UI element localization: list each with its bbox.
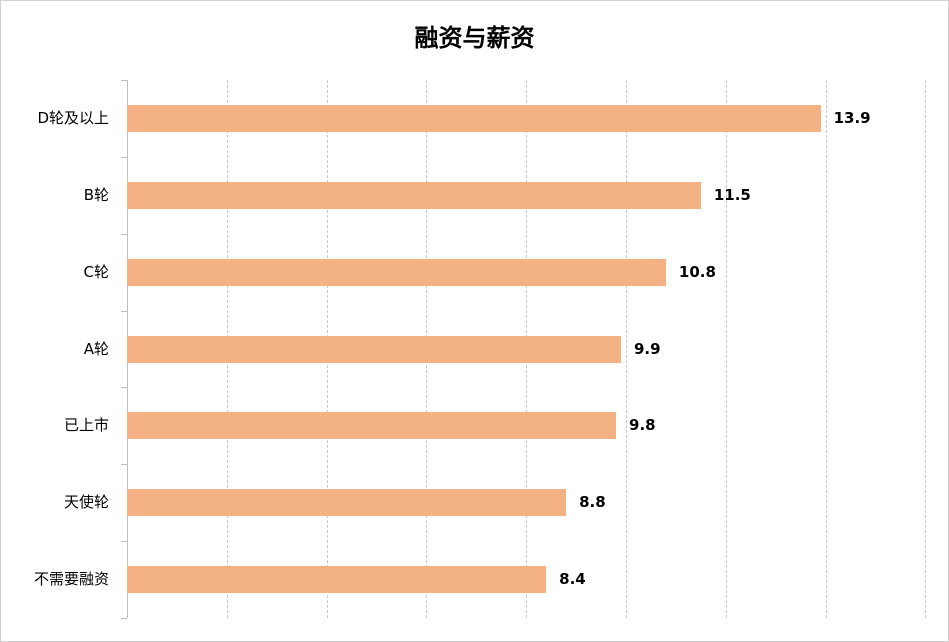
data-label: 11.5 [713, 185, 751, 204]
data-label: 8.8 [579, 493, 606, 512]
axis-tick [121, 618, 127, 619]
category-label: C轮 [83, 262, 109, 281]
bar [127, 489, 567, 517]
plot-area: 13.9 11.5 10.8 9.9 9.8 8.8 8.4 [121, 80, 927, 619]
category-label: D轮及以上 [37, 108, 109, 127]
axis-tick [121, 233, 127, 235]
bar [127, 412, 617, 440]
axis-tick [121, 464, 127, 466]
axis-tick [121, 541, 127, 543]
bar [127, 566, 547, 594]
category-label: 天使轮 [63, 493, 109, 512]
axis-tick [121, 156, 127, 158]
bar [127, 258, 666, 286]
data-label: 9.8 [629, 416, 656, 435]
axis-tick [121, 310, 127, 312]
chart-title: 融资与薪资 [414, 24, 535, 52]
category-label: B轮 [83, 185, 109, 204]
gridline [825, 80, 827, 618]
bar [127, 335, 621, 363]
category-label: 不需要融资 [33, 570, 109, 589]
data-label: 13.9 [833, 108, 871, 127]
category-label: A轮 [83, 339, 109, 358]
axis-tick [121, 387, 127, 389]
data-label: 10.8 [678, 262, 716, 281]
bar [127, 181, 701, 209]
category-label: 已上市 [63, 416, 109, 435]
gridline [626, 80, 627, 618]
axis-tick [121, 80, 127, 81]
gridline [725, 80, 727, 618]
data-label: 8.4 [559, 570, 586, 589]
gridline [925, 80, 927, 618]
bar [127, 104, 821, 132]
data-label: 9.9 [634, 339, 661, 358]
